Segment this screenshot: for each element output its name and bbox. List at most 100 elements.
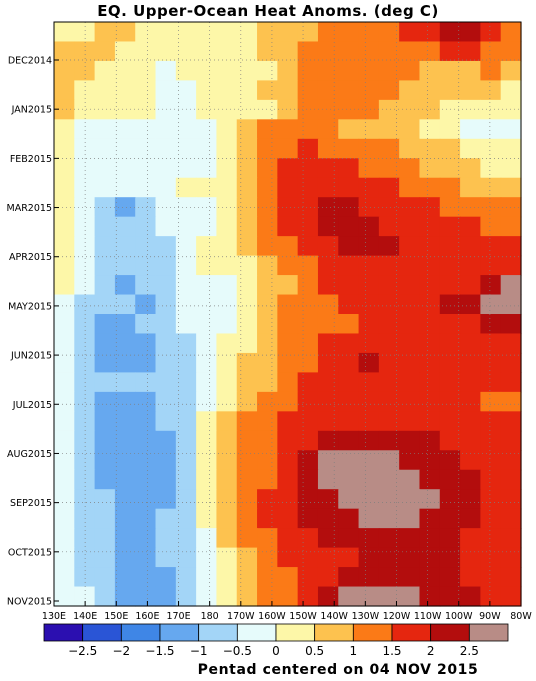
heatmap-cell — [297, 469, 319, 490]
heatmap-cell — [378, 586, 400, 607]
heatmap-cell — [419, 60, 441, 81]
heatmap-cell — [399, 586, 421, 607]
heatmap-cell — [460, 469, 481, 490]
heatmap-cell — [277, 430, 299, 451]
heatmap-cell — [216, 352, 238, 373]
heatmap-cell — [500, 80, 522, 101]
heatmap-cell — [94, 508, 116, 529]
heatmap-cell — [216, 275, 238, 296]
heatmap-cell — [297, 391, 319, 412]
x-tick-label: 130W — [352, 611, 380, 622]
heatmap-cell — [378, 216, 400, 237]
heatmap-cell — [480, 333, 502, 354]
colorbar-swatch — [82, 623, 122, 642]
heatmap-cell — [74, 528, 96, 549]
heatmap-cell — [358, 255, 380, 276]
heatmap-cell — [257, 567, 278, 588]
heatmap-cell — [297, 236, 319, 257]
heatmap-cell — [155, 391, 177, 412]
heatmap-cell — [338, 41, 360, 62]
heatmap-cell — [114, 177, 136, 198]
heatmap-cell — [155, 547, 177, 568]
heatmap-cell — [236, 255, 258, 276]
heatmap-cell — [297, 528, 319, 549]
heatmap-cell — [135, 547, 157, 568]
heatmap-cell — [216, 508, 238, 529]
heatmap-cell — [419, 177, 441, 198]
heatmap-cell — [419, 158, 441, 179]
heatmap-cell — [317, 586, 339, 607]
heatmap-cell — [358, 99, 380, 120]
heatmap-cell — [257, 177, 278, 198]
heatmap-cell — [277, 197, 299, 218]
heatmap-cell — [480, 391, 502, 412]
heatmap-cell — [460, 372, 481, 393]
heatmap-cell — [155, 41, 177, 62]
heatmap-cell — [460, 158, 481, 179]
heatmap-cell — [439, 314, 461, 335]
heatmap-cell — [378, 294, 400, 315]
heatmap-cell — [399, 430, 421, 451]
heatmap-cell — [480, 430, 502, 451]
heatmap-cell — [297, 275, 319, 296]
heatmap-cell — [317, 567, 339, 588]
heatmap-cell — [277, 158, 299, 179]
heatmap-cell — [175, 411, 197, 432]
heatmap-cell — [500, 236, 522, 257]
plot-frame — [53, 21, 522, 607]
colorbar-label: 1 — [350, 644, 358, 658]
heatmap-cell — [317, 275, 339, 296]
heatmap-cell — [74, 41, 96, 62]
heatmap-cell — [257, 255, 278, 276]
heatmap-cell — [480, 294, 502, 315]
colorbar-swatch — [198, 623, 238, 642]
heatmap-cell — [460, 333, 481, 354]
heatmap-cell — [317, 80, 339, 101]
heatmap-cell — [317, 411, 339, 432]
heatmap-cell — [460, 391, 481, 412]
heatmap-cell — [317, 547, 339, 568]
heatmap-cell — [216, 469, 238, 490]
heatmap-cell — [277, 372, 299, 393]
heatmap-cell — [480, 411, 502, 432]
y-tick-label: MAY2015 — [8, 301, 52, 312]
heatmap-cell — [196, 528, 218, 549]
heatmap-cell — [317, 469, 339, 490]
heatmap-cell — [317, 41, 339, 62]
heatmap-cell — [175, 391, 197, 412]
heatmap-cell — [277, 352, 299, 373]
heatmap-cell — [399, 41, 421, 62]
heatmap-cell — [317, 294, 339, 315]
heatmap-cell — [277, 41, 299, 62]
heatmap-cell — [236, 216, 258, 237]
heatmap-cell — [297, 586, 319, 607]
heatmap-cell — [338, 508, 360, 529]
heatmap-cell — [358, 430, 380, 451]
heatmap-cell — [196, 294, 218, 315]
heatmap-cell — [74, 138, 96, 159]
heatmap-cell — [54, 158, 75, 179]
heatmap-cell — [236, 80, 258, 101]
heatmap-cell — [216, 489, 238, 510]
heatmap-cell — [419, 197, 441, 218]
heatmap-cell — [155, 430, 177, 451]
heatmap-cell — [74, 158, 96, 179]
heatmap-cell — [257, 41, 278, 62]
x-axis-ticks: 130E 140E 150E 160E 170E 180 170W 160W 150W 140W 1… — [42, 601, 532, 622]
heatmap-cell — [378, 60, 400, 81]
heatmap-cell — [419, 314, 441, 335]
heatmap-cell — [135, 41, 157, 62]
heatmap-cell — [175, 275, 197, 296]
heatmap-cell — [196, 586, 218, 607]
heatmap-cell — [196, 489, 218, 510]
heatmap-cell — [439, 41, 461, 62]
heatmap-cell — [399, 255, 421, 276]
heatmap-cell — [338, 275, 360, 296]
heatmap-cell — [196, 469, 218, 490]
heatmap-cell — [135, 489, 157, 510]
heatmap-cell — [460, 255, 481, 276]
heatmap-cell — [480, 216, 502, 237]
heatmap-cell — [135, 275, 157, 296]
heatmap-cell — [338, 528, 360, 549]
heatmap-cell — [94, 352, 116, 373]
